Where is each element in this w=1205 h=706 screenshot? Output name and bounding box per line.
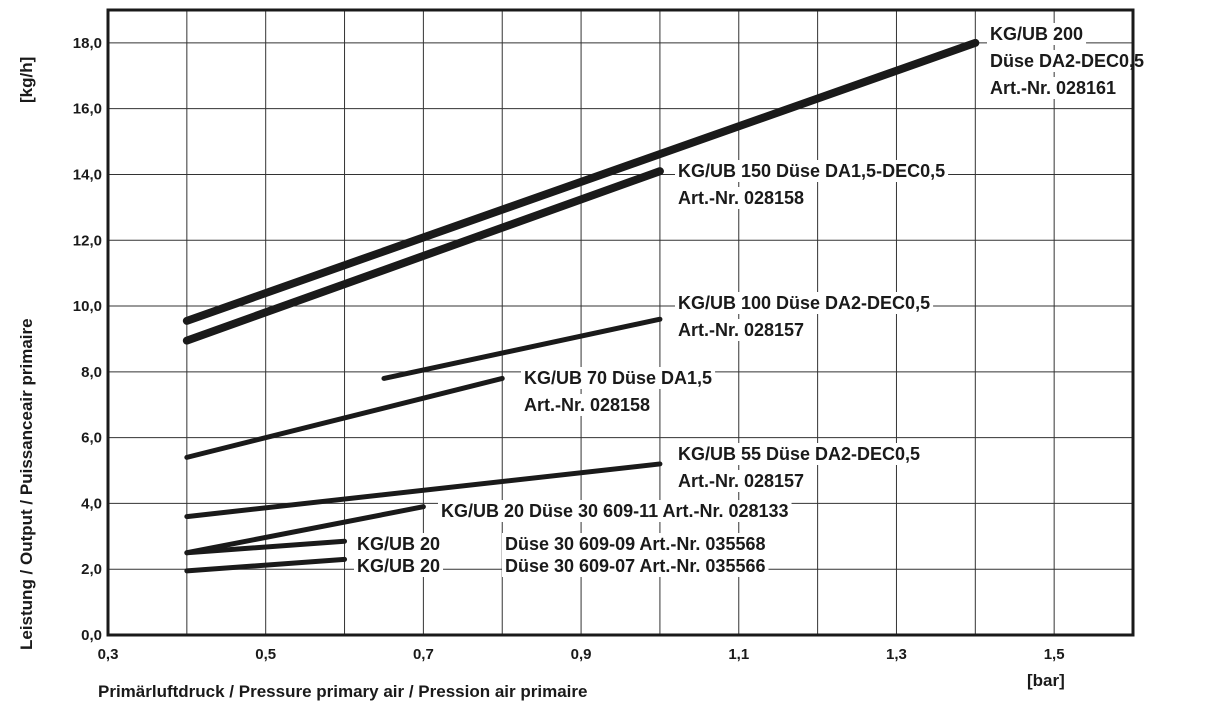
annotation-line: Art.-Nr. 028158 [524, 395, 650, 415]
x-tick-label: 1,5 [1044, 646, 1065, 663]
annotation-background [675, 187, 808, 209]
y-tick-label: 6,0 [81, 430, 102, 447]
series-annotation: KG/UB 150 Düse DA1,5-DEC0,5 Art.-Nr. 0281… [675, 160, 949, 209]
annotation-background [438, 500, 792, 522]
annotation-background [675, 470, 808, 492]
y-tick-label: 8,0 [81, 364, 102, 381]
annotation-background [675, 160, 949, 182]
annotation-line: KG/UB 70 Düse DA1,5 [524, 368, 712, 388]
x-tick-label: 0,5 [255, 646, 276, 663]
y-tick-label: 2,0 [81, 561, 102, 578]
annotation-background [521, 367, 716, 389]
series-annotation: KG/UB 20 Düse 30 609-09 Art.-Nr. 035568 [354, 533, 769, 555]
annotation-line: KG/UB 100 Düse DA2-DEC0,5 [678, 293, 930, 313]
annotation-background [521, 394, 654, 416]
y-tick-label: 18,0 [73, 35, 102, 52]
y-tick-label: 14,0 [73, 166, 102, 183]
y-tick-label: 0,0 [81, 627, 102, 644]
y-axis-label: Leistung / Output / Puissanceair primair… [17, 318, 36, 650]
series-line [182, 167, 664, 345]
annotation-line: KG/UB 150 Düse DA1,5-DEC0,5 [678, 161, 945, 181]
x-tick-label: 0,3 [98, 646, 119, 663]
series-line [184, 375, 505, 460]
series-line [184, 504, 426, 556]
x-tick-label: 0,9 [571, 646, 592, 663]
y-tick-labels: 0,0 2,0 4,0 6,0 8,0 10,0 12,0 14,0 16,0 18,0 [73, 35, 102, 644]
series-line [182, 38, 980, 325]
annotation-background [354, 555, 444, 577]
y-axis-unit: [kg/h] [17, 57, 36, 103]
annotation-background [354, 533, 444, 555]
annotation-line: Art.-Nr. 028161 [990, 78, 1116, 98]
series-line [184, 538, 348, 556]
annotation-line: Düse 30 609-07 Art.-Nr. 035566 [505, 556, 766, 576]
x-axis-unit: [bar] [1027, 671, 1065, 690]
annotation-line: KG/UB 20 Düse 30 609-11 Art.-Nr. 028133 [441, 501, 789, 521]
x-axis-label: Primärluftdruck / Pressure primary air /… [98, 682, 587, 701]
series-lines [182, 38, 980, 574]
annotation-background [675, 443, 924, 465]
annotation-line: KG/UB 20 [357, 534, 440, 554]
annotation-background [987, 77, 1120, 99]
series-line [381, 316, 663, 381]
annotation-line: KG/UB 20 [357, 556, 440, 576]
annotation-line: Art.-Nr. 028158 [678, 188, 804, 208]
y-tick-label: 16,0 [73, 101, 102, 118]
annotation-line: KG/UB 200 [990, 24, 1083, 44]
series-annotation: KG/UB 70 Düse DA1,5 Art.-Nr. 028158 [521, 367, 716, 416]
y-tick-label: 12,0 [73, 232, 102, 249]
series-annotation: KG/UB 200 Düse DA2-DEC0,5 Art.-Nr. 028161 [987, 23, 1148, 99]
y-tick-label: 4,0 [81, 495, 102, 512]
annotation-background [987, 23, 1087, 45]
annotation-background [502, 555, 769, 577]
x-tick-label: 1,1 [728, 646, 749, 663]
annotation-line: Art.-Nr. 028157 [678, 471, 804, 491]
annotation-background [675, 292, 934, 314]
annotation-line: Art.-Nr. 028157 [678, 320, 804, 340]
series-line [184, 461, 663, 520]
series-annotation: KG/UB 20 Düse 30 609-07 Art.-Nr. 035566 [354, 555, 769, 577]
annotation-background [502, 533, 769, 555]
x-tick-labels: 0,3 0,5 0,7 0,9 1,1 1,3 1,5 [98, 646, 1065, 663]
series-annotation: KG/UB 100 Düse DA2-DEC0,5 Art.-Nr. 028157 [675, 292, 934, 341]
annotation-line: Düse DA2-DEC0,5 [990, 51, 1144, 71]
series-annotation: KG/UB 20 Düse 30 609-11 Art.-Nr. 028133 [438, 500, 792, 522]
series-annotation: KG/UB 55 Düse DA2-DEC0,5 Art.-Nr. 028157 [675, 443, 924, 492]
annotation-line: Düse 30 609-09 Art.-Nr. 035568 [505, 534, 766, 554]
y-tick-label: 10,0 [73, 298, 102, 315]
x-tick-label: 0,7 [413, 646, 434, 663]
series-line [184, 556, 348, 574]
plot-frame [106, 8, 1135, 637]
annotation-background [675, 319, 808, 341]
x-tick-label: 1,3 [886, 646, 907, 663]
annotation-line: KG/UB 55 Düse DA2-DEC0,5 [678, 444, 920, 464]
annotation-background [987, 50, 1148, 72]
